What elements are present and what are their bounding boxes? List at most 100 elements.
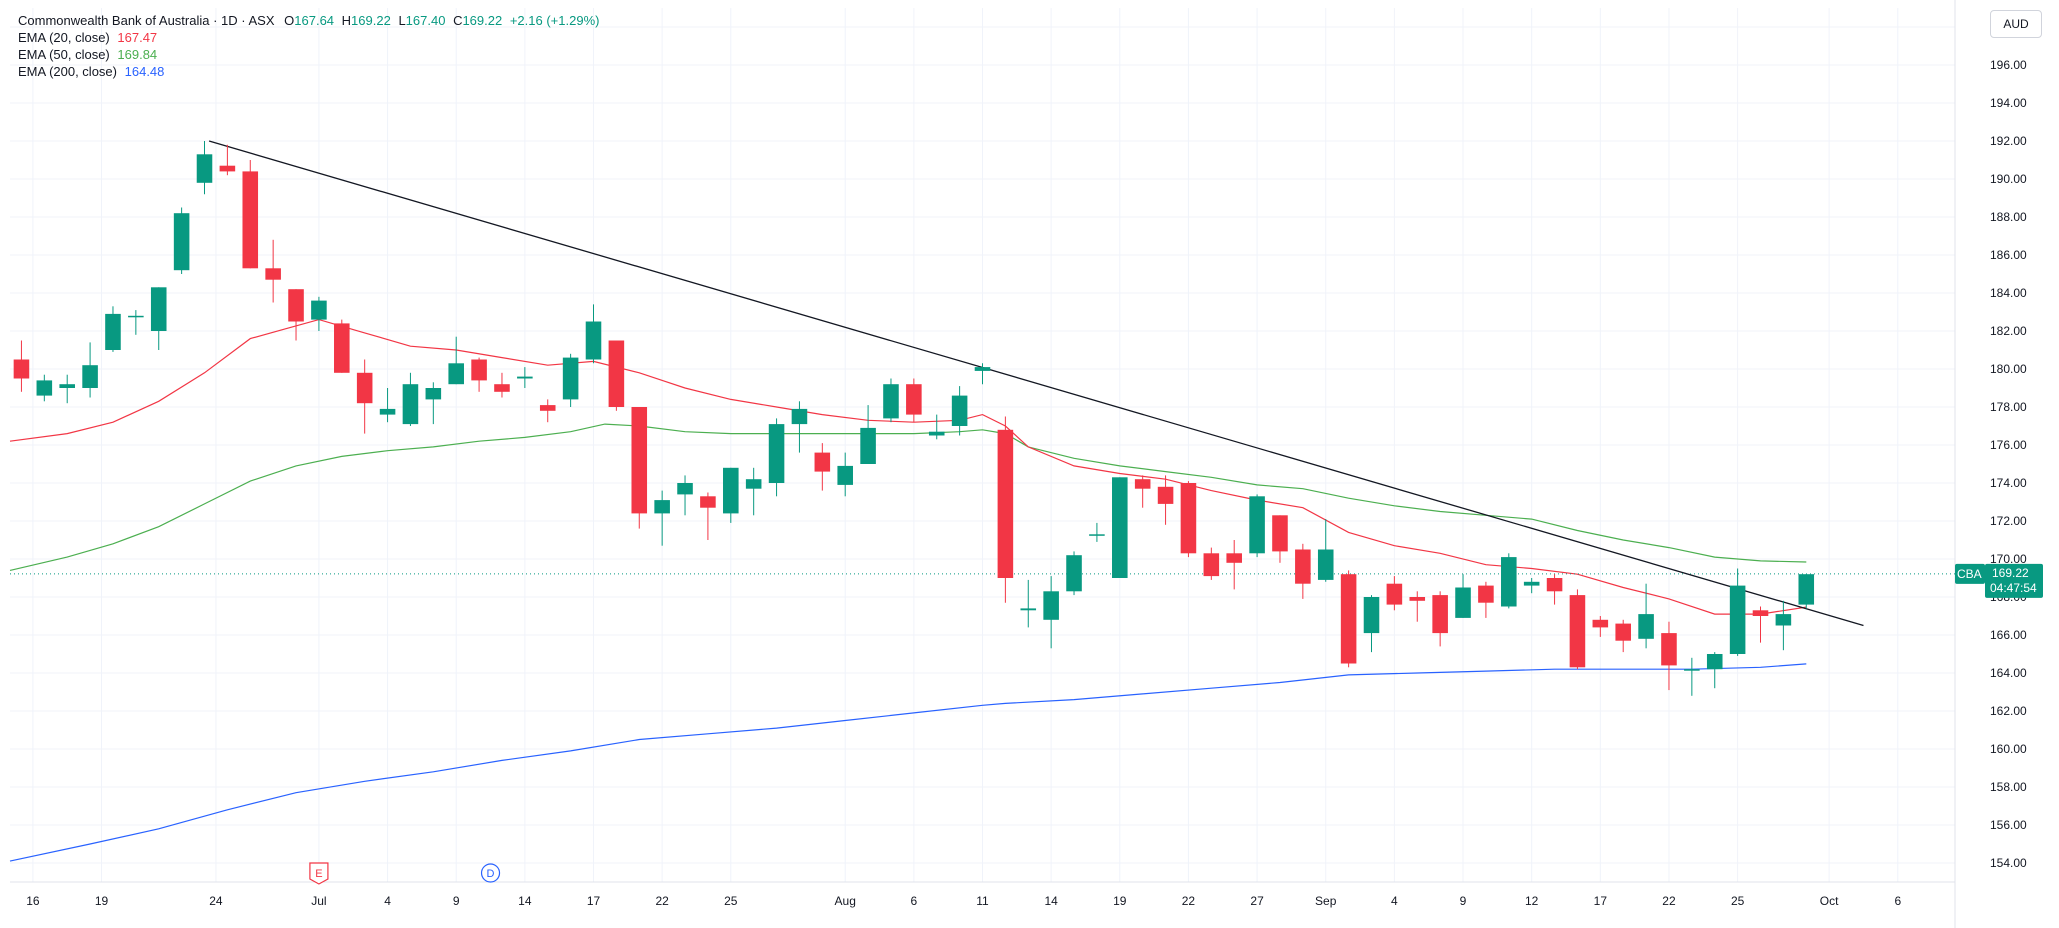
candle: [700, 492, 716, 540]
candle-body: [1134, 479, 1151, 489]
candle: [1066, 551, 1082, 596]
price-tick-label: 190.00: [1990, 172, 2027, 186]
candle: [745, 467, 762, 516]
indicator-ema200[interactable]: EMA (200, close) 164.48: [18, 63, 599, 80]
candle-body: [150, 287, 167, 331]
candle-body: [1752, 610, 1769, 616]
price-tag-symbol-box: [1955, 563, 1985, 584]
candle-body: [1432, 595, 1448, 634]
candle: [105, 306, 121, 352]
currency-button[interactable]: AUD: [1990, 10, 2042, 38]
candle: [1043, 576, 1059, 649]
candle-body: [402, 384, 419, 425]
time-tick-label: Aug: [835, 894, 856, 908]
candle-body: [1386, 583, 1403, 605]
candle-body: [1066, 555, 1082, 592]
price-tick-label: 158.00: [1990, 780, 2027, 794]
candle-body: [242, 171, 259, 269]
candle: [36, 374, 53, 402]
candle-body: [13, 359, 30, 379]
candle-body: [173, 213, 190, 271]
candle: [1798, 574, 1815, 609]
candle: [1089, 522, 1105, 542]
candle-body: [745, 479, 762, 489]
candle: [928, 414, 945, 440]
candle-body: [974, 367, 991, 371]
earnings-marker[interactable]: E: [309, 862, 329, 885]
price-axis[interactable]: 154.00 156.00 158.00 160.00 162.00 164.00 166.…: [1990, 20, 2027, 870]
time-tick-label: Oct: [1820, 894, 1839, 908]
price-tick-label: 196.00: [1990, 58, 2027, 72]
candle-body: [791, 408, 808, 425]
time-axis[interactable]: 16 19 24 Jul 4 9 14 17 22 25 Aug 6 11 14 19 22 27 Sep 4 9 12…: [26, 894, 1901, 908]
ohlc-o-label: O: [284, 13, 295, 28]
candle-body: [334, 323, 350, 373]
indicator-value: 169.84: [117, 47, 158, 62]
candle-body: [1569, 595, 1586, 668]
time-tick-label: 17: [587, 894, 601, 908]
candle: [471, 357, 487, 392]
candle-body: [82, 365, 98, 388]
candle: [951, 386, 968, 436]
candle-body: [539, 405, 556, 411]
price-tick-label: 184.00: [1990, 286, 2027, 300]
price-tick-label: 174.00: [1990, 476, 2027, 490]
candle-body: [1706, 654, 1723, 670]
price-tick-label: 182.00: [1990, 324, 2027, 338]
candle: [425, 382, 442, 425]
candle: [1478, 581, 1494, 618]
candle: [1226, 540, 1242, 590]
indicator-ema50[interactable]: EMA (50, close) 169.84: [18, 46, 599, 63]
candle-body: [1684, 669, 1700, 671]
dividend-marker[interactable]: D: [480, 863, 501, 883]
candle: [791, 401, 808, 453]
candle-body: [105, 313, 121, 350]
candle: [196, 141, 213, 195]
candle: [608, 340, 625, 411]
candle-body: [1409, 597, 1426, 601]
time-tick-label: Jul: [311, 894, 326, 908]
candle: [723, 467, 739, 523]
candle: [1546, 574, 1563, 605]
time-tick-label: 24: [209, 894, 223, 908]
candle-body: [1592, 619, 1609, 628]
price-tick-label: 186.00: [1990, 248, 2027, 262]
time-tick-label: 4: [1391, 894, 1398, 908]
candle: [334, 319, 350, 373]
candle: [13, 340, 30, 392]
ema50-line: [9, 423, 1807, 571]
candle: [288, 289, 304, 341]
candle: [1706, 652, 1723, 689]
candle: [631, 407, 648, 529]
candle: [59, 374, 75, 404]
candle: [1317, 519, 1334, 582]
candle-body: [196, 154, 213, 183]
candle: [1523, 578, 1540, 594]
price-tick-label: 160.00: [1990, 742, 2027, 756]
candle: [1501, 553, 1517, 609]
candle-body: [288, 289, 304, 322]
indicator-label: EMA (200, close): [18, 64, 117, 79]
price-tick-label: 172.00: [1990, 514, 2027, 528]
price-tick-label: 188.00: [1990, 210, 2027, 224]
symbol-title[interactable]: Commonwealth Bank of Australia · 1D · AS…: [18, 13, 275, 28]
price-tag-price: 169.22: [1992, 565, 2029, 580]
symbol-row[interactable]: Commonwealth Bank of Australia · 1D · AS…: [18, 12, 599, 29]
candle: [883, 378, 899, 423]
time-tick-label: Sep: [1315, 894, 1337, 908]
candle: [173, 207, 190, 274]
candle: [1615, 619, 1631, 653]
time-tick-label: 16: [26, 894, 40, 908]
candle-body: [700, 496, 716, 508]
candle-body: [1775, 614, 1792, 626]
time-tick-label: 11: [976, 894, 989, 908]
candle-body: [219, 165, 236, 172]
candle: [311, 296, 327, 331]
candle-body: [723, 467, 739, 514]
price-tick-label: 156.00: [1990, 818, 2027, 832]
indicator-ema20[interactable]: EMA (20, close) 167.47: [18, 29, 599, 46]
candle: [974, 363, 991, 385]
candle: [494, 372, 510, 398]
